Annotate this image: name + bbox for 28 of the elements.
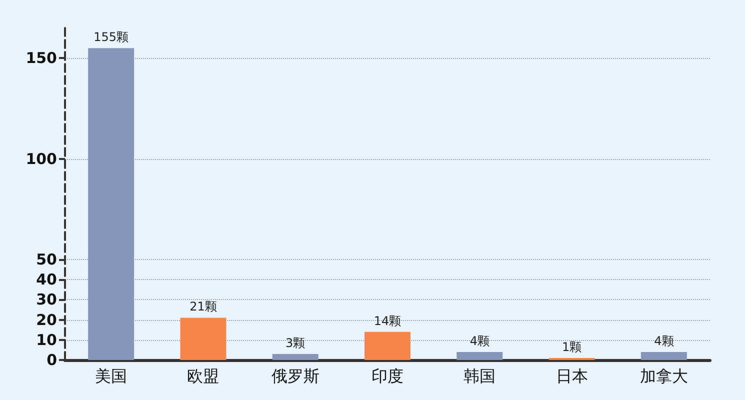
x-tick-label: 美国 <box>95 366 128 386</box>
y-tick-label: 50 <box>36 250 57 268</box>
bar <box>364 332 410 360</box>
x-tick-label: 俄罗斯 <box>271 366 320 386</box>
y-tick-label: 150 <box>26 49 57 68</box>
bar <box>456 352 503 360</box>
y-tick-label: 30 <box>36 290 57 309</box>
x-tick-label: 加拿大 <box>640 366 688 386</box>
y-tick-label: 10 <box>36 330 57 349</box>
bar <box>88 48 134 360</box>
bar <box>272 354 318 360</box>
data-label: 4颗 <box>470 334 490 348</box>
y-tick-label: 100 <box>26 150 57 168</box>
y-tick-label: 20 <box>36 310 57 329</box>
x-tick-label: 欧盟 <box>187 366 220 386</box>
data-label: 14颗 <box>374 314 402 328</box>
y-tick-label: 40 <box>36 270 57 289</box>
data-label: 21颗 <box>190 300 217 314</box>
data-label: 1颗 <box>562 340 582 354</box>
data-label: 155颗 <box>94 30 129 44</box>
bar <box>640 352 687 360</box>
x-tick-label: 韩国 <box>464 366 496 386</box>
bar <box>180 318 226 360</box>
x-tick-label: 印度 <box>372 366 404 386</box>
y-tick-label: 0 <box>46 351 57 369</box>
x-tick-label: 日本 <box>556 366 588 386</box>
data-label: 3颗 <box>286 336 306 350</box>
data-label: 4颗 <box>654 334 674 348</box>
